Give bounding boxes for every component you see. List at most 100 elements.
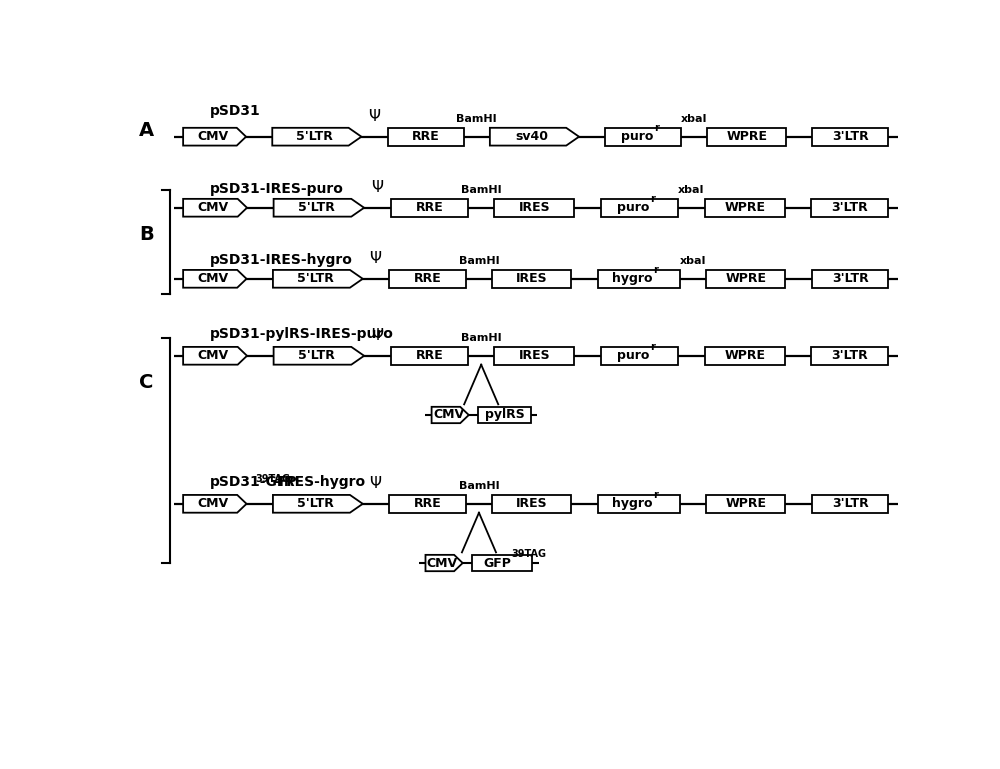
Text: RRE: RRE (414, 272, 441, 285)
Text: $\Psi$: $\Psi$ (368, 108, 381, 125)
Text: C: C (139, 373, 153, 392)
Text: 39TAG: 39TAG (511, 549, 546, 559)
Text: CMV: CMV (197, 130, 228, 143)
Text: 3'LTR: 3'LTR (831, 201, 868, 215)
Text: 5'LTR: 5'LTR (296, 130, 333, 143)
Text: IRES: IRES (516, 272, 548, 285)
Polygon shape (425, 555, 463, 571)
Bar (605, 128, 681, 145)
Text: pSD31-pylRS-IRES-puro: pSD31-pylRS-IRES-puro (210, 327, 394, 341)
Text: xbaI: xbaI (678, 185, 705, 195)
Polygon shape (183, 270, 247, 288)
Bar (492, 270, 571, 288)
Text: RRE: RRE (412, 130, 440, 143)
Bar (478, 407, 531, 423)
Text: BamHI: BamHI (461, 185, 502, 195)
Text: xbaI: xbaI (681, 115, 708, 125)
Polygon shape (183, 199, 247, 217)
Text: WPRE: WPRE (726, 130, 767, 143)
Bar (601, 199, 678, 217)
Bar (494, 347, 574, 365)
Text: $\Psi$: $\Psi$ (369, 475, 383, 491)
Bar (707, 128, 786, 145)
Bar (391, 347, 468, 365)
Text: WPRE: WPRE (725, 498, 766, 511)
Text: GFP: GFP (483, 557, 511, 570)
Bar (472, 555, 532, 571)
Text: BamHI: BamHI (459, 256, 499, 266)
Text: pSD31: pSD31 (210, 104, 261, 118)
Polygon shape (432, 407, 469, 423)
Text: pSD31-IRES-puro: pSD31-IRES-puro (210, 182, 344, 196)
Text: r: r (653, 490, 658, 500)
Text: r: r (650, 194, 655, 204)
Bar (811, 199, 888, 217)
Text: RRE: RRE (414, 498, 441, 511)
Text: 5'LTR: 5'LTR (297, 272, 334, 285)
Text: IRES: IRES (516, 498, 548, 511)
Text: hygro: hygro (612, 498, 652, 511)
Text: RRE: RRE (415, 349, 443, 362)
Bar (812, 128, 888, 145)
Bar (598, 495, 680, 513)
Text: puro: puro (617, 201, 650, 215)
Polygon shape (183, 128, 246, 145)
Text: IRES: IRES (519, 201, 550, 215)
Text: 5'LTR: 5'LTR (298, 201, 335, 215)
Text: CMV: CMV (198, 201, 229, 215)
Text: 3'LTR: 3'LTR (832, 498, 868, 511)
Text: 3'LTR: 3'LTR (832, 130, 869, 143)
Text: BamHI: BamHI (461, 333, 502, 343)
Text: WPRE: WPRE (725, 272, 766, 285)
Bar (598, 270, 680, 288)
Text: $\Psi$: $\Psi$ (371, 179, 384, 195)
Polygon shape (490, 128, 579, 145)
Bar (706, 495, 785, 513)
Text: 5'LTR: 5'LTR (297, 498, 334, 511)
Bar (494, 199, 574, 217)
Text: IRES: IRES (519, 349, 550, 362)
Text: B: B (139, 225, 154, 244)
Text: 39TAG: 39TAG (255, 474, 290, 484)
Text: A: A (139, 122, 154, 140)
Text: pSD31-GFP: pSD31-GFP (210, 475, 298, 489)
Text: 3'LTR: 3'LTR (832, 272, 868, 285)
Polygon shape (183, 495, 247, 513)
Text: 3'LTR: 3'LTR (831, 349, 868, 362)
Text: r: r (650, 342, 655, 352)
Text: puro: puro (617, 349, 650, 362)
Text: pSD31-IRES-hygro: pSD31-IRES-hygro (210, 253, 353, 267)
Text: hygro: hygro (612, 272, 652, 285)
Bar (389, 270, 466, 288)
Polygon shape (273, 270, 363, 288)
Text: BamHI: BamHI (459, 481, 499, 491)
Polygon shape (183, 347, 247, 365)
Text: puro: puro (621, 130, 653, 143)
Bar (812, 270, 888, 288)
Text: 5'LTR: 5'LTR (298, 349, 335, 362)
Text: -IRES-hygro: -IRES-hygro (273, 475, 366, 489)
Bar (706, 270, 785, 288)
Text: RRE: RRE (415, 201, 443, 215)
Text: $\Psi$: $\Psi$ (371, 328, 384, 343)
Bar (492, 495, 571, 513)
Polygon shape (273, 495, 363, 513)
Text: r: r (653, 265, 658, 275)
Polygon shape (274, 347, 364, 365)
Text: CMV: CMV (433, 408, 464, 421)
Text: WPRE: WPRE (724, 349, 765, 362)
Text: WPRE: WPRE (724, 201, 765, 215)
Text: r: r (654, 123, 659, 133)
Bar (601, 347, 678, 365)
Bar (811, 347, 888, 365)
Text: CMV: CMV (198, 349, 229, 362)
Bar (705, 347, 785, 365)
Bar (812, 495, 888, 513)
Text: pylRS: pylRS (485, 408, 524, 421)
Bar (705, 199, 785, 217)
Bar (388, 128, 464, 145)
Text: CMV: CMV (427, 557, 458, 570)
Polygon shape (274, 199, 364, 217)
Text: BamHI: BamHI (456, 115, 497, 125)
Bar (389, 495, 466, 513)
